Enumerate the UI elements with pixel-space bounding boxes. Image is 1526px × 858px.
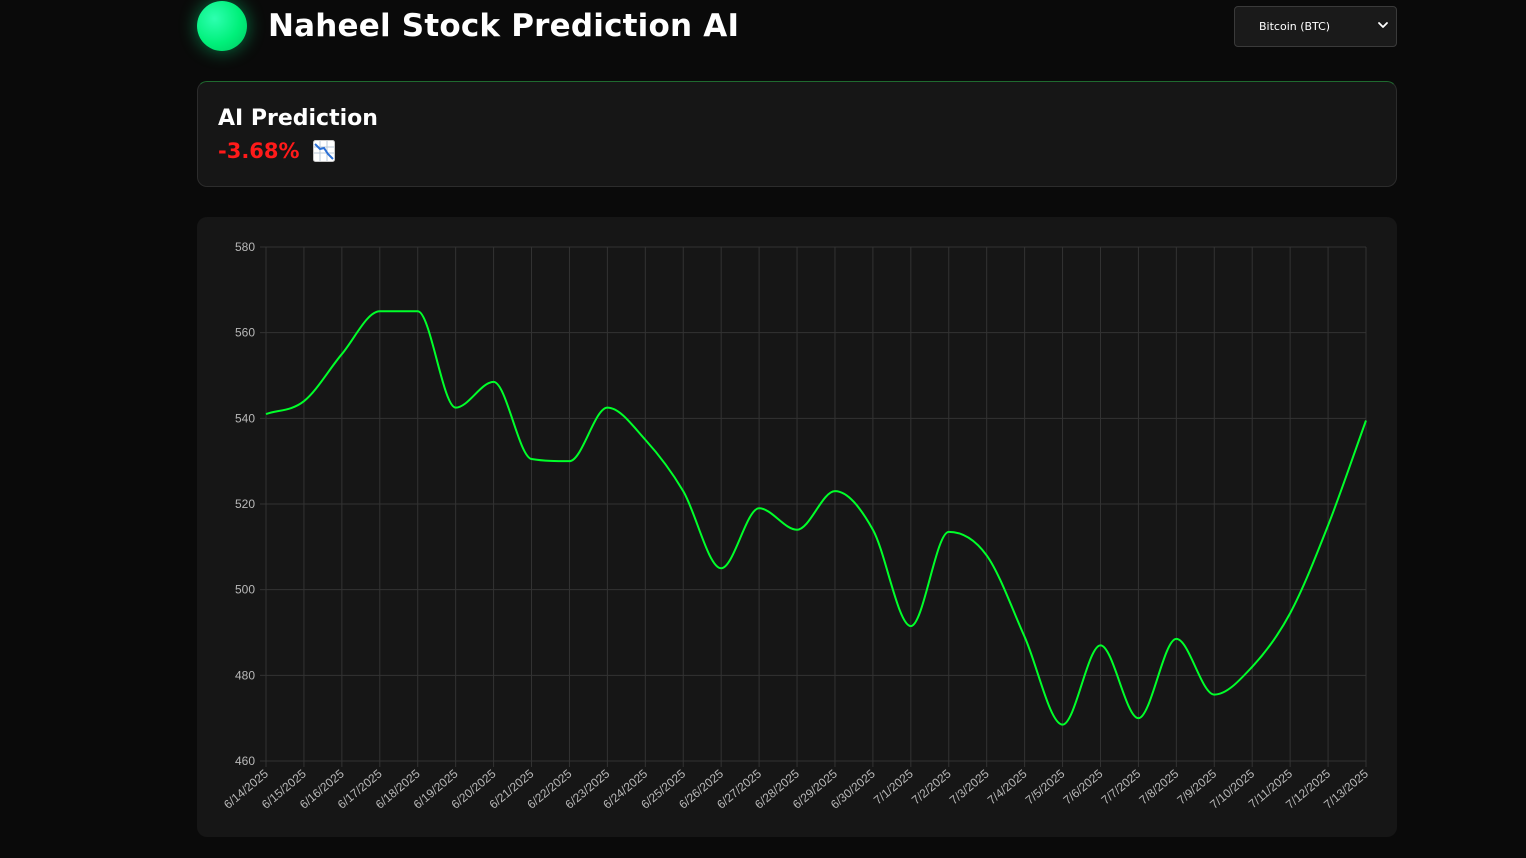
- chart-series: [265, 310, 1367, 726]
- chart-decreasing-icon: [312, 140, 335, 162]
- x-tick-label: 7/2/2025: [909, 766, 954, 807]
- x-tick-label: 7/1/2025: [871, 766, 916, 807]
- x-tick-label: 7/8/2025: [1136, 766, 1181, 807]
- y-tick-label: 520: [235, 497, 255, 511]
- x-tick-label: 7/5/2025: [1023, 766, 1068, 807]
- app-logo: [197, 1, 247, 51]
- prediction-title: AI Prediction: [218, 106, 378, 131]
- asset-select-wrapper[interactable]: Bitcoin (BTC): [1234, 6, 1397, 47]
- app-title: Naheel Stock Prediction AI: [268, 8, 740, 44]
- price-chart-card: 460 480 500 520 540 560 580 6/14/2025 6/15/2025…: [197, 217, 1397, 837]
- y-tick-label: 580: [235, 240, 255, 254]
- x-tick-label: 7/4/2025: [985, 766, 1030, 807]
- prediction-value: -3.68%: [218, 139, 300, 163]
- y-tick-label: 540: [235, 411, 255, 425]
- x-axis-ticks: 6/14/20256/15/20256/16/20256/17/20256/18…: [221, 766, 1371, 811]
- x-tick-label: 7/3/2025: [947, 766, 992, 807]
- x-tick-label: 7/7/2025: [1099, 766, 1144, 807]
- price-series-line: [265, 310, 1367, 726]
- y-tick-label: 560: [235, 326, 255, 340]
- asset-select[interactable]: Bitcoin (BTC): [1235, 7, 1396, 46]
- price-chart: 460 480 500 520 540 560 580 6/14/20256/15/2025…: [221, 240, 1371, 812]
- y-tick-label: 460: [235, 754, 255, 768]
- chart-grid: [260, 246, 1367, 767]
- x-tick-label: 7/6/2025: [1061, 766, 1106, 807]
- y-tick-label: 480: [235, 668, 255, 682]
- prediction-card: AI Prediction -3.68%: [197, 81, 1397, 187]
- prediction-value-row: -3.68%: [218, 139, 335, 163]
- y-axis-ticks: 460 480 500 520 540 560 580: [235, 240, 255, 768]
- y-tick-label: 500: [235, 583, 255, 597]
